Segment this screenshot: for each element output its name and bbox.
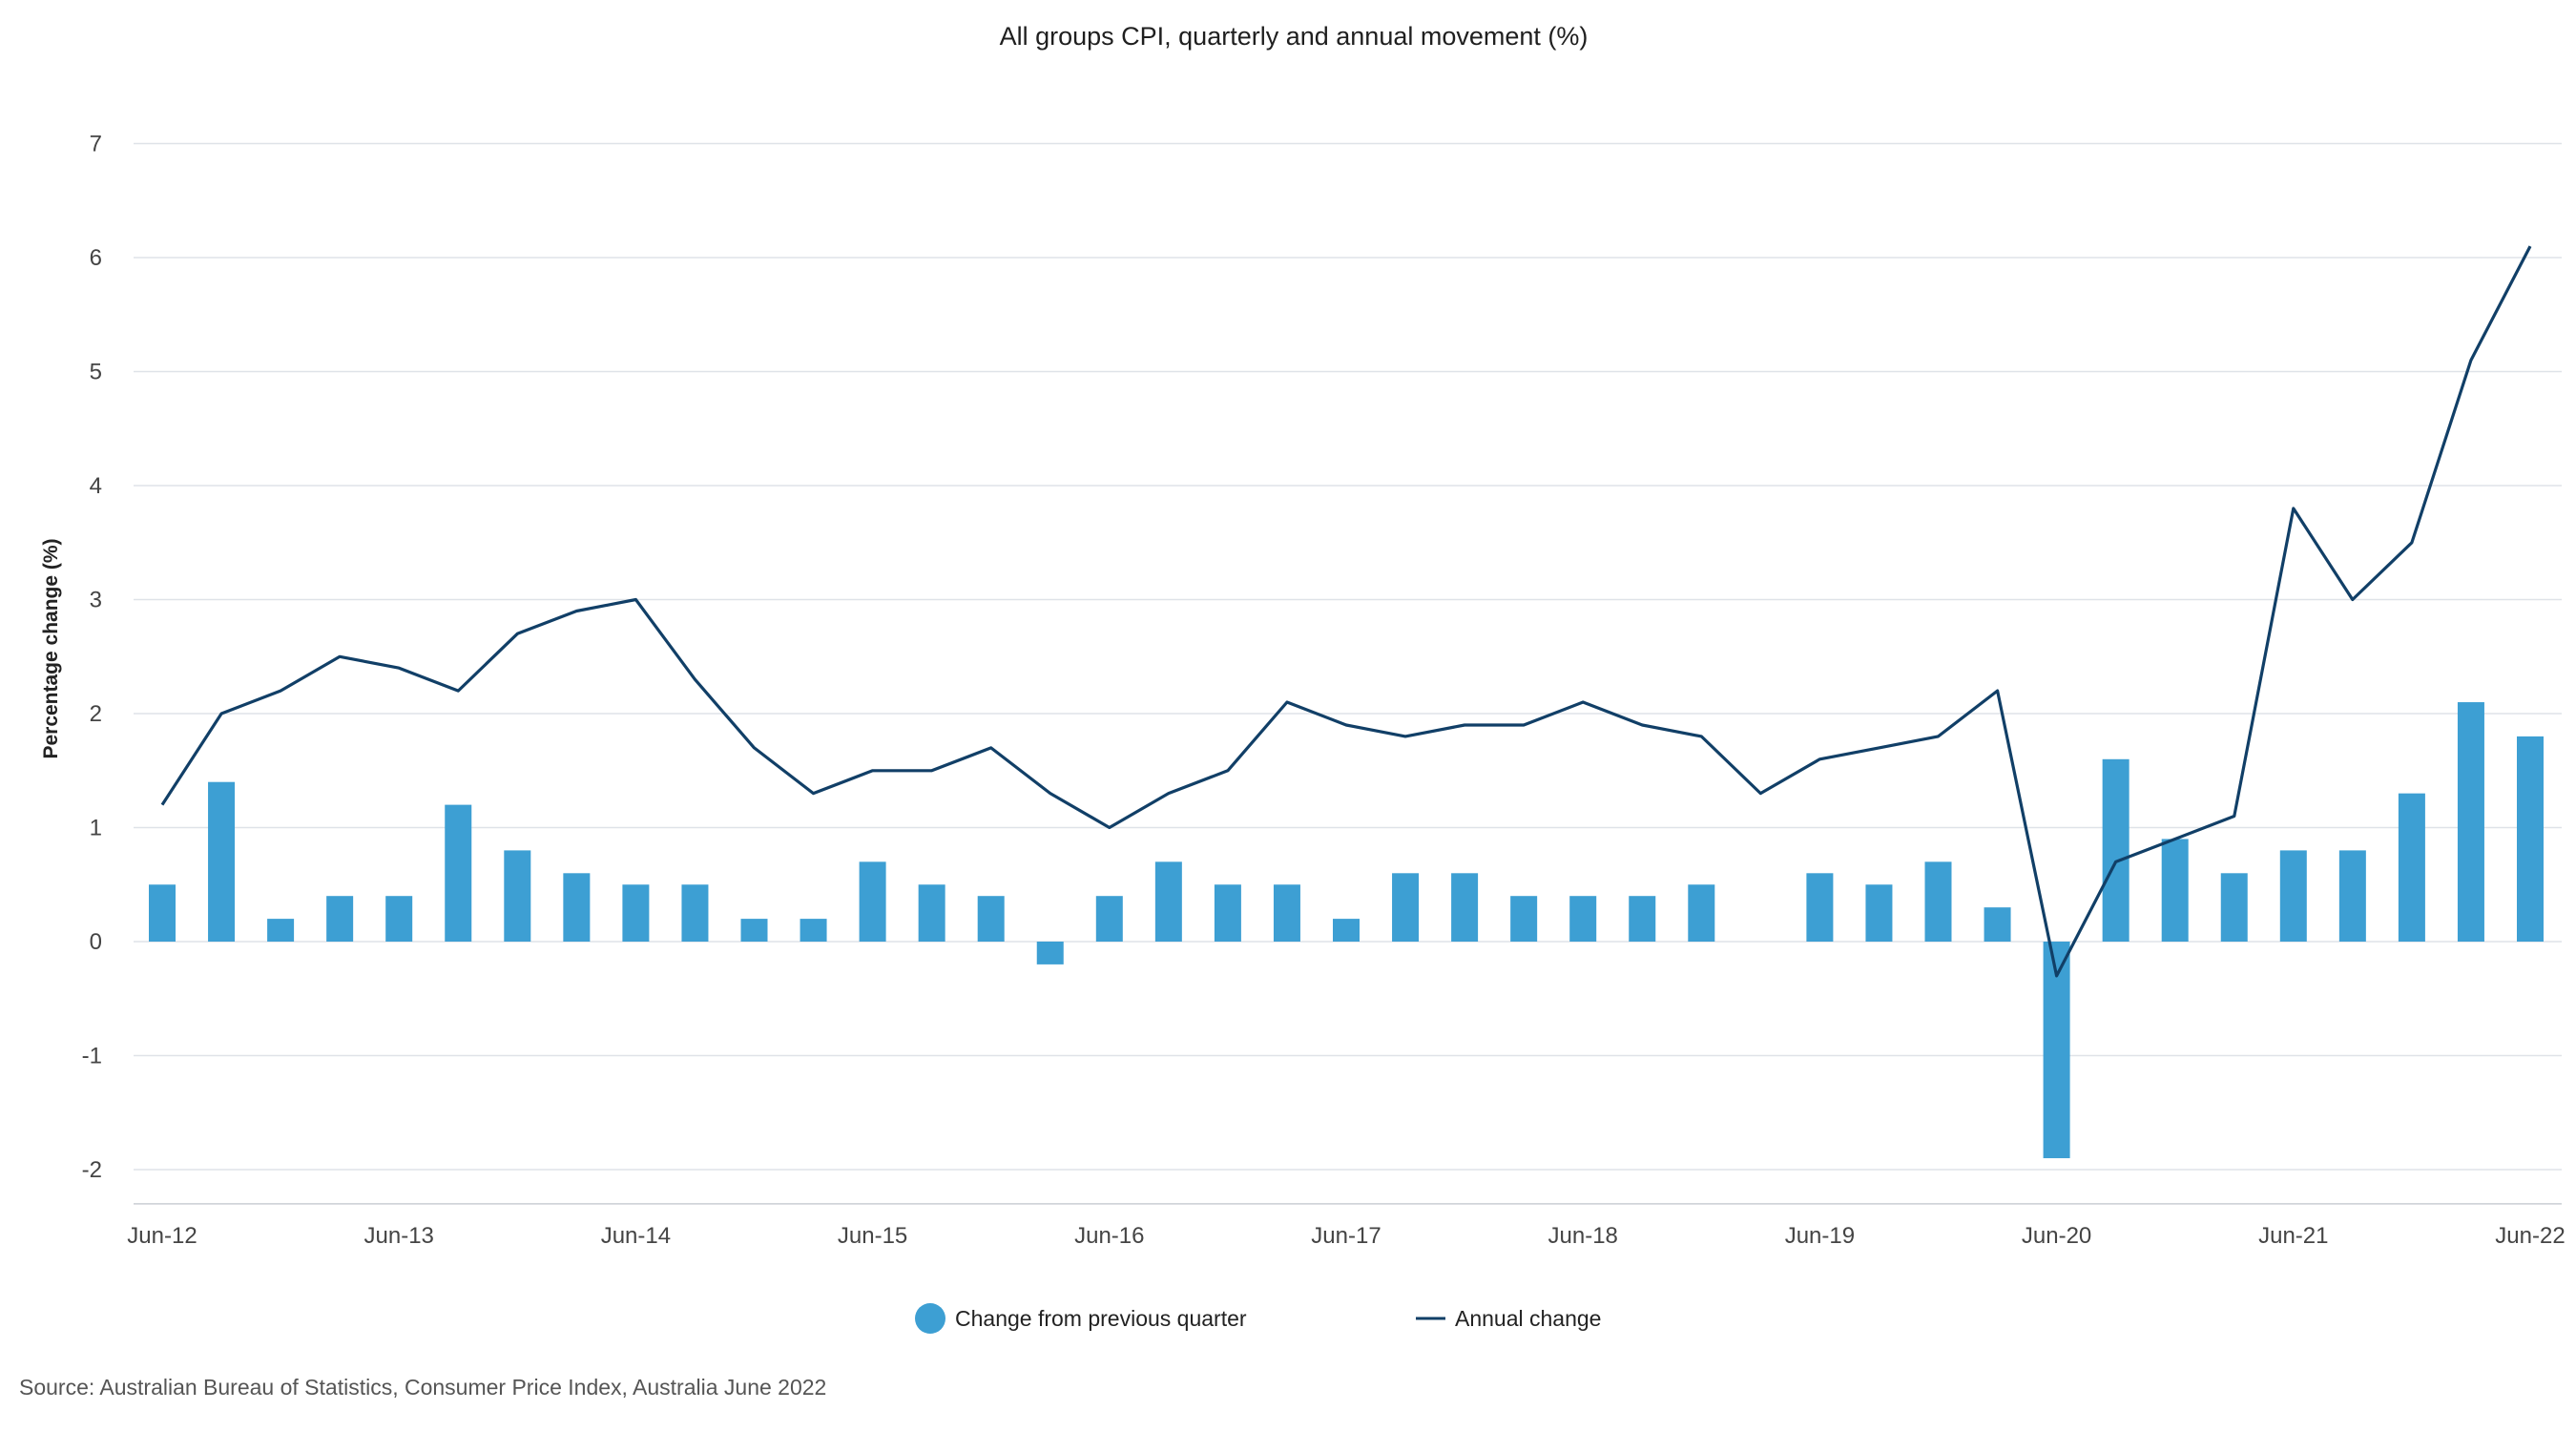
bar <box>622 884 650 942</box>
bar <box>563 873 591 942</box>
y-tick-label: 1 <box>90 816 102 841</box>
bar <box>2457 702 2484 942</box>
y-tick-label: 2 <box>90 701 102 727</box>
bar <box>2043 942 2070 1159</box>
x-tick-label: Jun-12 <box>127 1223 197 1249</box>
bar <box>1865 884 1893 942</box>
bar <box>1984 907 2011 942</box>
bar <box>740 919 768 942</box>
chart-title: All groups CPI, quarterly and annual mov… <box>1000 22 1589 51</box>
bar <box>1392 873 1420 942</box>
bar <box>504 850 531 942</box>
x-tick-label: Jun-21 <box>2258 1223 2328 1249</box>
y-tick-label: -2 <box>82 1157 102 1183</box>
bar <box>1451 873 1479 942</box>
y-tick-label: 6 <box>90 245 102 271</box>
legend-label-annual: Annual change <box>1455 1306 1601 1331</box>
bar <box>445 804 472 942</box>
bar <box>977 896 1005 942</box>
bar <box>1510 896 1538 942</box>
bar <box>1154 861 1182 942</box>
bar <box>1214 884 1241 942</box>
bar <box>267 919 295 942</box>
bar <box>2517 736 2544 942</box>
line-series <box>160 245 2532 978</box>
bar <box>1629 896 1656 942</box>
y-tick-label: 4 <box>90 473 102 499</box>
bar <box>800 919 827 942</box>
bar <box>2220 873 2248 942</box>
legend-swatch-quarterly <box>915 1303 945 1334</box>
bar <box>918 884 945 942</box>
x-tick-label: Jun-22 <box>2495 1223 2565 1249</box>
bar <box>2338 850 2366 942</box>
y-tick-label: 7 <box>90 132 102 157</box>
source-note: Source: Australian Bureau of Statistics,… <box>19 1375 826 1400</box>
x-tick-label: Jun-17 <box>1311 1223 1381 1249</box>
bar <box>1569 896 1597 942</box>
legend: Change from previous quarter Annual chan… <box>915 1303 1601 1334</box>
bar <box>1688 884 1715 942</box>
y-tick-label: -1 <box>82 1044 102 1069</box>
bar <box>2161 839 2189 942</box>
bar <box>1273 884 1300 942</box>
bar <box>385 896 413 942</box>
y-axis-label: Percentage change (%) <box>40 538 62 758</box>
x-tick-label: Jun-19 <box>1785 1223 1855 1249</box>
bar <box>208 781 236 942</box>
bar <box>2398 793 2425 942</box>
x-tick-label: Jun-16 <box>1074 1223 1144 1249</box>
bar <box>1924 861 1952 942</box>
x-tick-labels: Jun-12 Jun-13 Jun-14 Jun-15 Jun-16 Jun-17 Jun-… <box>127 1223 2565 1249</box>
bar-series <box>149 702 2544 1159</box>
bar <box>2102 758 2129 942</box>
bar <box>1806 873 1834 942</box>
x-tick-label: Jun-15 <box>838 1223 907 1249</box>
bar <box>1036 942 1064 964</box>
x-tick-label: Jun-14 <box>601 1223 671 1249</box>
x-tick-label: Jun-13 <box>364 1223 434 1249</box>
annual-change-line <box>160 245 2532 978</box>
bar <box>1333 919 1360 942</box>
bar <box>2279 850 2307 942</box>
y-tick-labels: 7 6 5 4 3 2 1 0 -1 -2 <box>82 132 102 1184</box>
y-tick-label: 0 <box>90 929 102 955</box>
gridlines <box>134 142 2562 1205</box>
bar <box>1095 896 1123 942</box>
bar <box>149 884 176 942</box>
x-tick-label: Jun-18 <box>1548 1223 1618 1249</box>
legend-label-quarterly: Change from previous quarter <box>955 1306 1247 1331</box>
y-tick-label: 5 <box>90 360 102 385</box>
y-tick-label: 3 <box>90 588 102 613</box>
bar <box>859 861 886 942</box>
bar <box>681 884 709 942</box>
bar <box>326 896 354 942</box>
x-tick-label: Jun-20 <box>2022 1223 2091 1249</box>
